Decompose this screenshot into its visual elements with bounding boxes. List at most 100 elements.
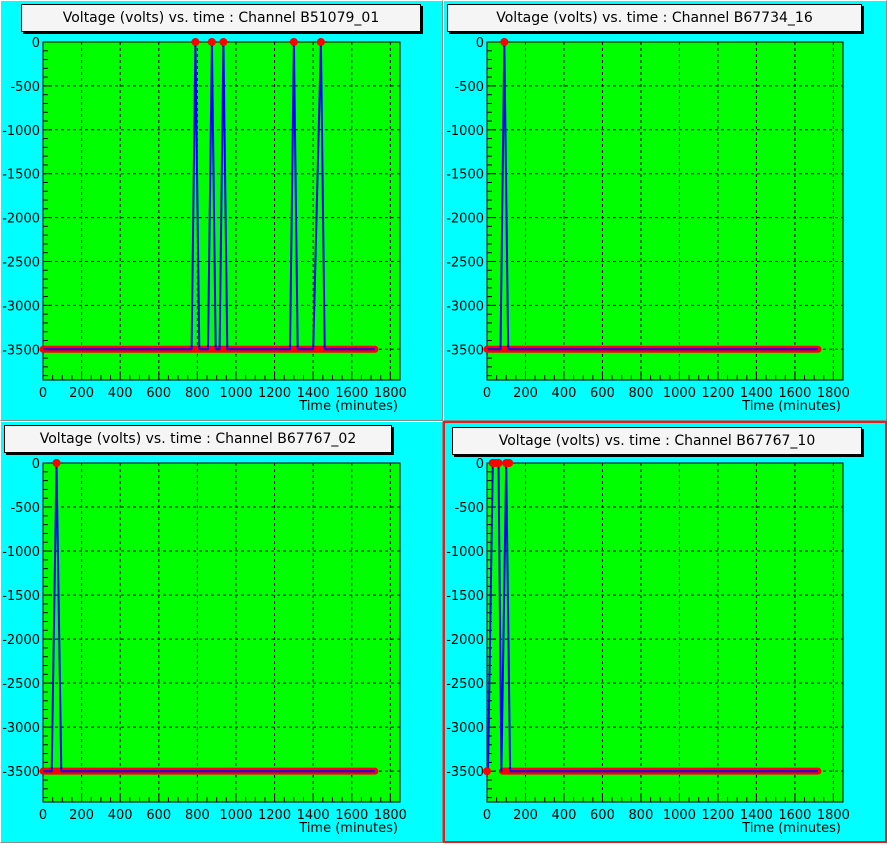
- y-tick-label: -3500: [2, 343, 40, 358]
- data-point: [494, 459, 503, 467]
- y-tick-label: -2500: [2, 255, 40, 270]
- data-point: [219, 38, 228, 46]
- y-tick-label: -2500: [446, 677, 484, 692]
- plot-frame: [42, 462, 401, 803]
- y-tick-label: -2500: [446, 255, 484, 270]
- x-tick-label: 800: [629, 808, 654, 823]
- y-tick-label: -3000: [2, 721, 40, 736]
- x-tick-label: 1000: [219, 386, 252, 401]
- y-tick-label: -2500: [2, 677, 40, 692]
- x-tick-label: 0: [39, 808, 47, 823]
- x-tick-label: 1800: [374, 386, 407, 401]
- y-tick-label: -1000: [446, 124, 484, 139]
- plot-frame: [486, 41, 844, 381]
- y-tick-label: -3000: [2, 299, 40, 314]
- plot-3: 0 200 400 600 800 1000 1200 1400 1600 1800 0 -500 -1…: [2, 457, 407, 836]
- x-tick-label: 200: [513, 386, 538, 401]
- y-tick-label: -1500: [446, 589, 484, 604]
- chart-title-3: Voltage (volts) vs. time : Channel B6776…: [4, 425, 392, 453]
- plot-frame: [486, 462, 844, 803]
- y-tick-label: -1500: [2, 589, 40, 604]
- plot-2: 0 200 400 600 800 1000 1200 1400 1600 1800 0 -500 -1…: [446, 36, 850, 414]
- x-tick-label: 1200: [258, 386, 291, 401]
- x-tick-label: 1000: [663, 808, 696, 823]
- x-tick-label: 1000: [219, 808, 252, 823]
- data-point: [191, 38, 200, 46]
- x-tick-label: 400: [108, 386, 133, 401]
- x-tick-label: 400: [552, 386, 577, 401]
- x-tick-label: 1800: [817, 808, 850, 823]
- x-tick-label: 1000: [663, 386, 696, 401]
- y-tick-label: -500: [10, 501, 40, 516]
- x-tick-label: 1400: [297, 808, 330, 823]
- data-point: [52, 459, 61, 467]
- x-tick-label: 600: [146, 386, 171, 401]
- x-tick-label: 1400: [740, 808, 773, 823]
- data-point: [207, 38, 216, 46]
- x-axis-label: Time (minutes): [298, 399, 398, 414]
- data-point: [289, 38, 298, 46]
- y-tick-label: 0: [476, 457, 484, 472]
- y-tick-label: -3500: [446, 765, 484, 780]
- x-tick-label: 1200: [701, 386, 734, 401]
- x-axis-label: Time (minutes): [741, 821, 841, 836]
- x-tick-label: 0: [483, 386, 491, 401]
- y-tick-label: -1000: [2, 545, 40, 560]
- y-tick-label: -1000: [2, 124, 40, 139]
- x-tick-label: 1200: [258, 808, 291, 823]
- chart-pad-4[interactable]: 0 200 400 600 800 1000 1200 1400 1600 1800 0 -500 -1…: [443, 421, 887, 843]
- data-point: [316, 38, 325, 46]
- x-tick-label: 1600: [778, 386, 811, 401]
- y-tick-label: -3000: [446, 721, 484, 736]
- series-line: [487, 462, 818, 773]
- x-axis-label: Time (minutes): [298, 821, 398, 836]
- data-point: [483, 767, 491, 776]
- y-tick-label: -3500: [446, 343, 484, 358]
- data-point: [500, 38, 509, 46]
- x-tick-label: 1600: [335, 386, 368, 401]
- plot-4: 0 200 400 600 800 1000 1200 1400 1600 1800 0 -500 -1…: [446, 457, 850, 836]
- y-tick-label: 0: [476, 36, 484, 51]
- x-tick-label: 1400: [740, 386, 773, 401]
- chart-pad-3[interactable]: 0 200 400 600 800 1000 1200 1400 1600 1800 0 -500 -1…: [0, 421, 443, 843]
- x-tick-label: 600: [590, 386, 615, 401]
- y-tick-label: -500: [10, 80, 40, 95]
- x-tick-label: 1600: [335, 808, 368, 823]
- x-tick-label: 1400: [297, 386, 330, 401]
- y-tick-label: -500: [454, 80, 484, 95]
- chart-pad-1[interactable]: 0 200 400 600 800 1000 1200 1400 1600 1800 0 -500 -1…: [0, 0, 443, 421]
- data-point: [505, 459, 514, 467]
- plot-1: 0 200 400 600 800 1000 1200 1400 1600 1800 0 -500 -1…: [2, 36, 407, 414]
- x-tick-label: 0: [39, 386, 47, 401]
- x-tick-label: 200: [513, 808, 538, 823]
- x-tick-label: 800: [185, 386, 210, 401]
- x-tick-label: 1800: [817, 386, 850, 401]
- chart-title-4: Voltage (volts) vs. time : Channel B6776…: [452, 427, 862, 455]
- y-tick-label: -2000: [2, 633, 40, 648]
- y-tick-label: -2000: [446, 633, 484, 648]
- x-tick-label: 600: [146, 808, 171, 823]
- x-tick-label: 1200: [701, 808, 734, 823]
- x-tick-label: 600: [590, 808, 615, 823]
- x-tick-label: 1600: [778, 808, 811, 823]
- chart-pad-2[interactable]: 0 200 400 600 800 1000 1200 1400 1600 1800 0 -500 -1…: [443, 0, 887, 421]
- y-tick-label: -3500: [2, 765, 40, 780]
- y-tick-label: 0: [32, 36, 40, 51]
- y-tick-label: -1000: [446, 545, 484, 560]
- y-tick-label: -2000: [2, 212, 40, 227]
- y-tick-label: 0: [32, 457, 40, 472]
- y-tick-label: -1500: [2, 168, 40, 183]
- x-axis-label: Time (minutes): [741, 399, 841, 414]
- x-tick-label: 400: [108, 808, 133, 823]
- x-tick-label: 200: [69, 808, 94, 823]
- y-tick-label: -500: [454, 501, 484, 516]
- chart-title-1: Voltage (volts) vs. time : Channel B5107…: [21, 4, 421, 32]
- y-tick-label: -3000: [446, 299, 484, 314]
- y-tick-label: -1500: [446, 168, 484, 183]
- y-tick-label: -2000: [446, 212, 484, 227]
- chart-title-2: Voltage (volts) vs. time : Channel B6773…: [447, 4, 862, 32]
- x-tick-label: 800: [185, 808, 210, 823]
- x-tick-label: 400: [552, 808, 577, 823]
- x-tick-label: 800: [629, 386, 654, 401]
- x-tick-label: 200: [69, 386, 94, 401]
